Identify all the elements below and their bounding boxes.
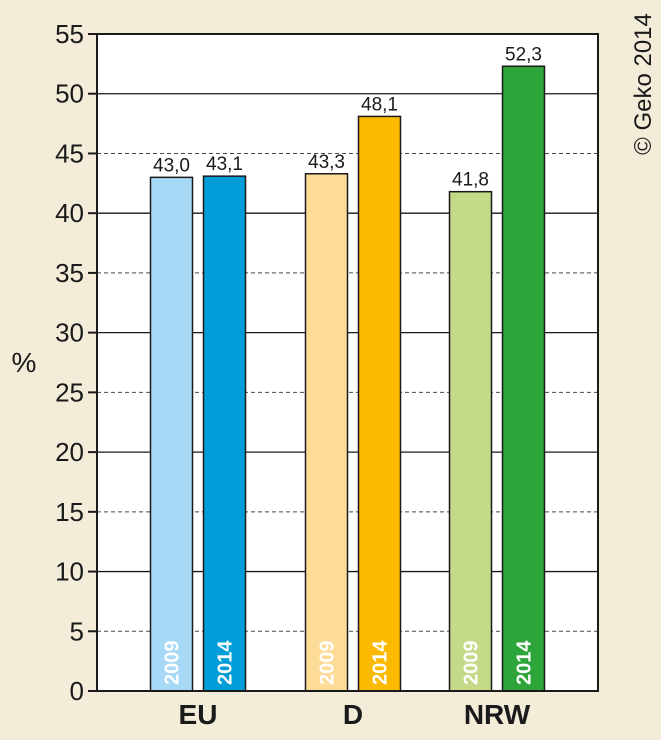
category-label: EU xyxy=(179,699,218,730)
data-label: 48,1 xyxy=(361,94,398,115)
y-axis-label: % xyxy=(12,347,37,378)
data-label: 43,1 xyxy=(206,154,243,175)
bar-year-label: 2009 xyxy=(317,641,339,686)
plot-frame xyxy=(96,33,599,692)
y-tick-label: 5 xyxy=(70,616,84,646)
bar-year-label: 2009 xyxy=(162,641,184,686)
data-label: 43,3 xyxy=(308,152,345,173)
bar-d-2014 xyxy=(357,115,402,692)
y-tick-label: 40 xyxy=(55,198,84,228)
y-tick-label: 25 xyxy=(55,377,84,407)
category-label: NRW xyxy=(464,699,531,730)
bar-year-label: 2014 xyxy=(514,640,536,685)
bar-year-label: 2014 xyxy=(370,640,392,685)
data-labels: 43,0 2009 43,1 2014 43,3 2009 48,1 2014 41,8 2009… xyxy=(153,44,542,685)
y-tick-label: 30 xyxy=(55,318,84,348)
category-labels: EU D NRW xyxy=(179,699,531,730)
y-tick-label: 20 xyxy=(55,437,84,467)
category-label: D xyxy=(343,699,363,730)
y-tick-label: 50 xyxy=(55,79,84,109)
bar-d-2009 xyxy=(304,173,349,692)
bar-eu-2014 xyxy=(202,175,247,692)
y-axis-ticks: 0 5 10 15 20 25 30 35 40 45 50 55 xyxy=(55,19,97,706)
data-label: 43,0 xyxy=(153,155,190,176)
data-label: 52,3 xyxy=(505,44,542,65)
copyright-credit: © Geko 2014 xyxy=(630,13,657,155)
bar-year-label: 2009 xyxy=(461,641,483,686)
y-tick-label: 55 xyxy=(55,19,84,49)
y-tick-label: 35 xyxy=(55,258,84,288)
y-tick-label: 15 xyxy=(55,497,84,527)
bar-nrw-2014 xyxy=(501,65,546,692)
bar-year-label: 2014 xyxy=(215,640,237,685)
y-tick-label: 10 xyxy=(55,557,84,587)
bar-eu-2009 xyxy=(149,176,194,692)
y-tick-label: 0 xyxy=(70,676,84,706)
y-tick-label: 45 xyxy=(55,138,84,168)
data-label: 41,8 xyxy=(452,170,489,191)
bar-nrw-2009 xyxy=(448,190,493,692)
bars xyxy=(149,65,546,692)
